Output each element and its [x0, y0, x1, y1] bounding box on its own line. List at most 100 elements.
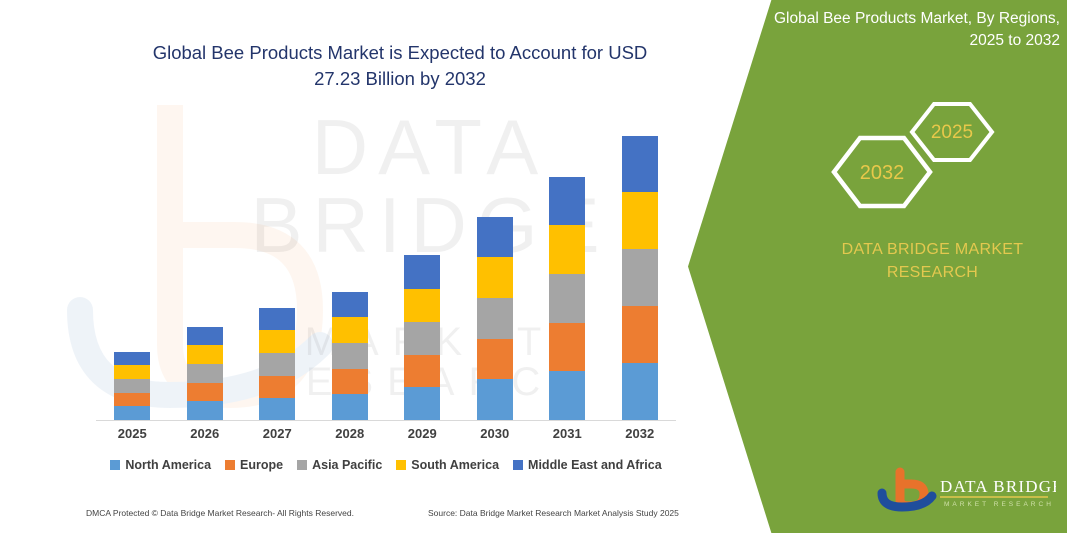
x-axis-label-2028: 2028 [335, 426, 365, 441]
legend-swatch-icon [225, 460, 236, 470]
right-brand-panel [688, 0, 1067, 533]
bar-segment [549, 225, 586, 274]
brand-name: DATA BRIDGE MARKET RESEARCH [820, 238, 1045, 284]
legend-label: South America [411, 458, 500, 472]
bar-segment [331, 343, 368, 369]
legend-label: Middle East and Africa [528, 458, 662, 472]
bar-column-2027 [241, 110, 313, 420]
bar-segment [186, 401, 223, 420]
dmca-notice: DMCA Protected © Data Bridge Market Rese… [86, 508, 354, 518]
bar-segment [476, 298, 513, 339]
data-bridge-logo: DATA BRIDGE MARKET RESEARCH [876, 466, 1063, 514]
logo-subtitle: MARKET RESEARCH [944, 501, 1054, 508]
bar-segment [259, 308, 296, 330]
x-axis-label-2032: 2032 [625, 426, 655, 441]
bar-segment [186, 364, 223, 383]
bar-column-2026 [169, 110, 241, 420]
stacked-bar [186, 327, 223, 420]
legend-swatch-icon [110, 460, 121, 470]
bar-segment [476, 339, 513, 379]
bar-segment [259, 376, 296, 398]
stacked-bar [621, 136, 658, 420]
legend-item[interactable]: South America [396, 458, 499, 472]
bar-segment [186, 383, 223, 401]
x-axis-label-2025: 2025 [117, 426, 147, 441]
bar-segment [404, 387, 441, 420]
bar-segment [114, 365, 151, 379]
bar-segment [259, 330, 296, 353]
legend-item[interactable]: North America [110, 458, 211, 472]
legend-label: Asia Pacific [312, 458, 383, 472]
chart-baseline [96, 420, 676, 421]
bar-segment [331, 292, 368, 317]
hexagon-2025-label: 2025 [931, 122, 973, 143]
bar-segment [186, 345, 223, 364]
bar-segment [331, 369, 368, 394]
brand-line-2: RESEARCH [886, 264, 979, 282]
logo-wordmark: DATA BRIDGE [940, 477, 1056, 496]
bar-column-2029 [386, 110, 458, 420]
bar-segment [476, 217, 513, 257]
hexagon-2032-label: 2032 [860, 162, 905, 184]
logo-swoosh-blue-icon [877, 488, 937, 512]
bar-segment [476, 257, 513, 298]
bar-segment [404, 322, 441, 355]
source-note: Source: Data Bridge Market Research Mark… [428, 508, 679, 518]
chart-legend: North America Europe Asia Pacific South Ame… [96, 455, 676, 475]
hexagon-2032-shape [831, 135, 933, 209]
bar-column-2025 [96, 110, 168, 420]
bar-segment [259, 353, 296, 376]
legend-item[interactable]: Asia Pacific [297, 458, 382, 472]
bar-segment [186, 327, 223, 345]
bar-segment [621, 306, 658, 363]
stacked-bar [331, 292, 368, 420]
bar-chart-plot-area [96, 110, 676, 420]
bar-segment [114, 406, 151, 420]
bar-segment [549, 371, 586, 420]
legend-item[interactable]: Europe [225, 458, 283, 472]
bar-segment [259, 398, 296, 420]
stacked-bar [476, 217, 513, 420]
bar-segment [621, 192, 658, 249]
footer: DMCA Protected © Data Bridge Market Rese… [86, 508, 686, 522]
bar-column-2030 [459, 110, 531, 420]
legend-swatch-icon [513, 460, 524, 470]
stacked-bar [549, 177, 586, 420]
bar-segment [621, 363, 658, 420]
hexagon-2025-shape [909, 102, 995, 162]
bar-column-2028 [314, 110, 386, 420]
bar-segment [404, 289, 441, 322]
bar-segment [404, 255, 441, 289]
legend-swatch-icon [396, 460, 407, 470]
legend-label: North America [125, 458, 212, 472]
chart-title: Global Bee Products Market is Expected t… [152, 42, 648, 89]
stacked-bar [404, 255, 441, 420]
bar-segment [331, 317, 368, 343]
legend-swatch-icon [297, 460, 308, 470]
legend-item[interactable]: Middle East and Africa [513, 458, 662, 472]
brand-line-1: DATA BRIDGE MARKET [841, 241, 1024, 258]
bar-column-2031 [531, 110, 603, 420]
x-axis-label-2030: 2030 [480, 426, 510, 441]
bar-segment [114, 393, 151, 406]
bar-segment [331, 394, 368, 420]
x-axis-label-2027: 2027 [262, 426, 292, 441]
bar-segment [621, 136, 658, 192]
bar-segment [549, 323, 586, 371]
hexagon-year-group: 2025 2032 [820, 88, 995, 209]
x-axis-label-2029: 2029 [407, 426, 437, 441]
x-axis-labels: 2025 2026 2027 2028 2029 2030 2031 2032 [96, 426, 676, 446]
bar-segment [114, 379, 151, 393]
bar-segment [549, 177, 586, 225]
bar-segment [621, 249, 658, 306]
stacked-bar [259, 308, 296, 420]
bar-segment [114, 352, 151, 365]
x-axis-label-2026: 2026 [190, 426, 220, 441]
bar-segment [549, 274, 586, 323]
bar-column-2032 [604, 110, 676, 420]
stacked-bar [114, 352, 151, 420]
x-axis-label-2031: 2031 [552, 426, 582, 441]
legend-label: Europe [240, 458, 284, 472]
bar-segment [476, 379, 513, 420]
